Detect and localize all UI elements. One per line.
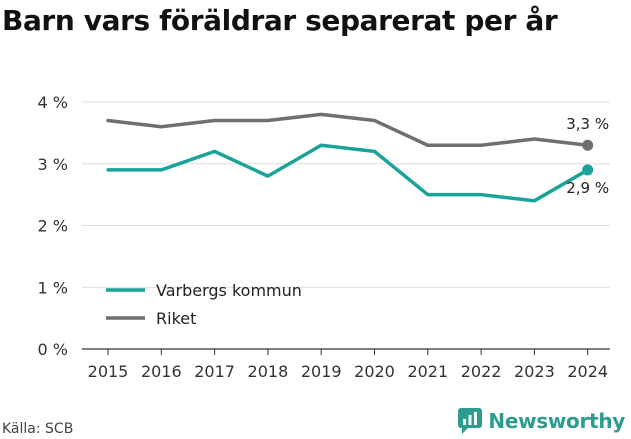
series-lines [106, 112, 590, 203]
y-tick-label: 3 % [38, 155, 68, 174]
x-axis: 2015 2016 2017 2018 2019 2020 2021 2022 2023 2024 [88, 349, 608, 381]
series-line-riket [106, 112, 590, 147]
x-tick-label: 2018 [248, 362, 289, 381]
x-tick-label: 2019 [301, 362, 342, 381]
y-tick-label: 1 % [38, 278, 68, 297]
x-tick-label: 2023 [514, 362, 555, 381]
end-value-label: 3,3 % [566, 115, 609, 133]
brand-name: Newsworthy [488, 409, 625, 433]
y-tick-label: 0 % [38, 340, 68, 359]
y-tick-label: 4 % [38, 93, 68, 112]
legend: Varbergs kommun Riket [106, 281, 302, 328]
brand: Newsworthy [458, 408, 625, 434]
end-marker [582, 139, 594, 151]
x-tick-label: 2017 [194, 362, 235, 381]
source-note: Källa: SCB [2, 421, 74, 437]
legend-label: Varbergs kommun [156, 281, 302, 300]
end-marker [582, 164, 594, 176]
newsworthy-logo-icon [458, 408, 483, 434]
gridlines [82, 101, 610, 350]
x-tick-label: 2015 [88, 362, 129, 381]
x-tick-label: 2024 [567, 362, 608, 381]
chart-title: Barn vars föräldrar separerat per år [2, 4, 558, 37]
x-tick-label: 2020 [354, 362, 395, 381]
y-axis: 0 % 1 % 2 % 3 % 4 % [38, 93, 68, 359]
series-line-varbergs-kommun [106, 143, 590, 203]
end-markers: 2,9 % 3,3 % [566, 115, 609, 197]
x-tick-label: 2021 [407, 362, 448, 381]
legend-label: Riket [156, 309, 196, 328]
x-tick-label: 2016 [141, 362, 182, 381]
y-tick-label: 2 % [38, 217, 68, 236]
end-value-label: 2,9 % [566, 179, 609, 197]
x-tick-label: 2022 [461, 362, 502, 381]
